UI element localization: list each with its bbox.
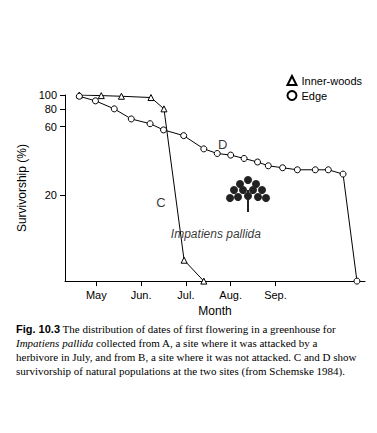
- svg-text:Survivorship (%): Survivorship (%): [15, 144, 29, 232]
- html-text:Impatiens pallida collected fr: Impatiens pallida collected from A, a si…: [16, 337, 357, 377]
- svg-text:20: 20: [45, 189, 57, 201]
- svg-text:Month: Month: [198, 304, 231, 318]
- svg-text:Jun.: Jun.: [131, 289, 152, 301]
- svg-text:Inner-woods: Inner-woods: [301, 75, 362, 87]
- svg-text:100: 100: [39, 89, 57, 101]
- svg-text:May: May: [86, 289, 107, 301]
- html-text:Fig. 10.3 The distribution of: Fig. 10.3 The distribution of dates of f…: [16, 323, 336, 335]
- svg-text:Edge: Edge: [301, 90, 327, 102]
- svg-text:Impatiens pallida: Impatiens pallida: [171, 227, 261, 241]
- svg-text:60: 60: [45, 121, 57, 133]
- svg-text:80: 80: [45, 103, 57, 115]
- svg-text:C: C: [156, 195, 165, 210]
- svg-text:Aug.: Aug.: [219, 289, 242, 301]
- svg-text:Jul.: Jul.: [177, 289, 194, 301]
- svg-text:D: D: [218, 137, 227, 152]
- svg-text:Sep.: Sep.: [264, 289, 287, 301]
